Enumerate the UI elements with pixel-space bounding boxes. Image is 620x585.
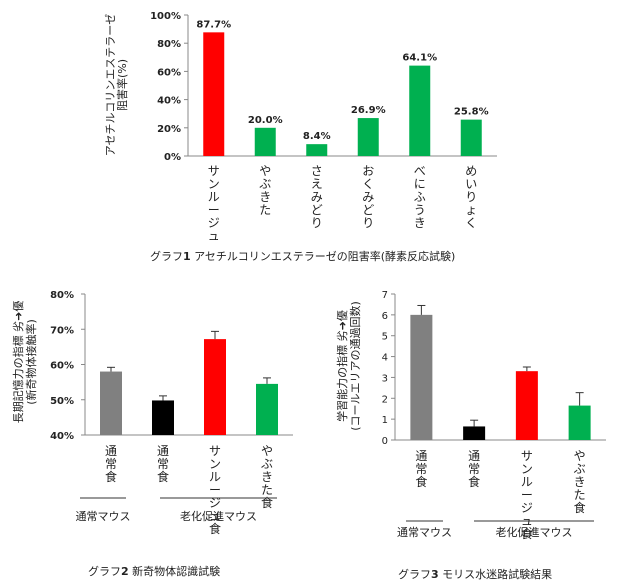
- graph1-y-tick-label: 40%: [157, 96, 181, 107]
- graph1-bar: [203, 32, 225, 156]
- graph3-y-tick-label: 0: [382, 436, 388, 447]
- graph2-caption: グラフ2 新奇物体認識試験: [88, 563, 220, 579]
- graph3-y-tick-label: 2: [382, 394, 388, 405]
- graph1-y-tick-label: 0%: [164, 152, 181, 163]
- graph1-bar: [254, 127, 276, 156]
- graph1-data-label: 87.7%: [196, 19, 231, 30]
- graph3-y-tick-label: 1: [382, 415, 388, 426]
- graph3-y-tick-label: 5: [382, 332, 388, 343]
- graph1-data-label: 26.9%: [351, 105, 386, 116]
- graph2-category-label: 通常食: [105, 444, 117, 484]
- graph3-y-tick-label: 3: [382, 373, 388, 384]
- caption-number: 2: [121, 565, 129, 578]
- graph3-bar: [568, 405, 591, 440]
- graph3-y-tick-label: 4: [382, 353, 388, 364]
- caption-text: アセチルコリンエステラーゼの阻害率(酵素反応試験): [194, 250, 456, 263]
- graph3-group-label: 通常マウス: [397, 526, 452, 539]
- caption-prefix: グラフ: [150, 250, 183, 263]
- graph3-y-axis-label: (コールエリアの通過回数): [349, 301, 362, 431]
- graph2-y-axis-label: (新奇物体接触率): [24, 319, 38, 405]
- graph1-data-label: 8.4%: [303, 131, 331, 142]
- graph1-y-tick-label: 100%: [150, 11, 181, 22]
- graph2-y-tick-label: 40%: [50, 431, 74, 442]
- graph2-group-label: 通常マウス: [76, 510, 131, 523]
- graph1-caption: グラフ1 アセチルコリンエステラーゼの阻害率(酵素反応試験): [150, 248, 455, 264]
- caption-text: 新奇物体認識試験: [132, 565, 221, 578]
- graph1-category-label: サンルージュ: [208, 164, 220, 243]
- graph2-y-axis-label: 長期記憶力の指標 劣➜優: [11, 301, 25, 424]
- graph1-bar: [306, 144, 328, 156]
- graph1-category-label: やぶきた: [259, 164, 271, 217]
- graph1-y-axis-label: アセチルコリンエステラーゼ: [104, 14, 117, 157]
- graph1-category-label: べにふうき: [414, 164, 426, 230]
- graph1-y-axis-label: 阻害率(%): [115, 59, 129, 111]
- graph2-bar: [100, 371, 122, 435]
- graph2-bar: [204, 339, 226, 435]
- graph1-y-tick-label: 20%: [157, 124, 181, 135]
- graph1-bar: [460, 119, 482, 156]
- graph3-category-label: サンルージュ食: [521, 449, 533, 541]
- graph1-category-label: おくみどり: [362, 164, 374, 230]
- graph1-y-tick-label: 60%: [157, 67, 181, 78]
- graph2-group-label: 老化促進マウス: [180, 509, 257, 523]
- graph3-category-label: やぶきた食: [574, 449, 586, 515]
- graph3-y-axis-label: 学習能力の指標 劣➜優: [335, 310, 349, 422]
- graph2-y-tick-label: 80%: [50, 290, 74, 301]
- graph1-data-label: 25.8%: [454, 107, 489, 118]
- caption-number: 3: [431, 568, 439, 581]
- graph2-category-label: サンルージュ食: [209, 444, 221, 536]
- graph1-bar: [357, 118, 379, 156]
- caption-prefix: グラフ: [88, 565, 121, 578]
- graph1-category-label: さえみどり: [311, 164, 323, 230]
- caption-number: 1: [183, 250, 191, 263]
- graph2-category-label: 通常食: [157, 444, 169, 484]
- graph3-bar: [463, 426, 486, 440]
- caption-prefix: グラフ: [398, 568, 431, 581]
- graph1-bar: [409, 65, 431, 156]
- graph3-y-tick-label: 6: [382, 311, 388, 322]
- graph3-y-tick-label: 7: [382, 290, 388, 301]
- graph2-y-tick-label: 50%: [50, 396, 74, 407]
- graph3-group-label: 老化促進マウス: [496, 525, 573, 539]
- graph3-caption: グラフ3 モリス水迷路試験結果: [398, 566, 552, 582]
- graph2-bar: [152, 400, 174, 435]
- graph1-category-label: めいりょく: [465, 164, 477, 230]
- graph3-bar: [410, 314, 433, 440]
- graph2-category-label: やぶきた食: [261, 444, 273, 510]
- graph2-y-tick-label: 60%: [50, 361, 74, 372]
- graph2-y-tick-label: 70%: [50, 325, 74, 336]
- graph2-bar: [256, 383, 278, 435]
- graph1-y-tick-label: 80%: [157, 39, 181, 50]
- graph1-data-label: 20.0%: [248, 115, 283, 126]
- graph3-category-label: 通常食: [415, 449, 427, 489]
- graph1-data-label: 64.1%: [402, 53, 437, 64]
- graph3-category-label: 通常食: [468, 449, 480, 489]
- graph3-bar: [515, 371, 538, 440]
- caption-text: モリス水迷路試験結果: [442, 568, 553, 581]
